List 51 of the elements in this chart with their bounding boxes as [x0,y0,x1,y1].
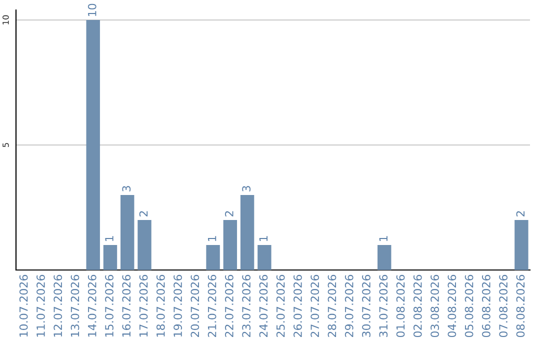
x-tick-label: 10.07.2026 [19,274,28,337]
data-label: 3 [122,186,131,192]
data-label: 10 [88,4,96,16]
x-tick-label: 15.07.2026 [105,274,114,337]
x-tick-label: 02.08.2026 [413,274,422,338]
bar [206,245,220,270]
x-tick-label: 22.07.2026 [224,274,234,337]
y-tick-label: 5 [2,143,9,148]
bar [378,245,392,270]
data-label: 3 [242,186,251,192]
data-label: 1 [105,236,114,241]
x-tick-label: 25.07.2026 [276,274,285,337]
x-tick-label: 07.08.2026 [499,274,508,338]
data-label: 2 [224,211,234,216]
x-tick-label: 12.07.2026 [54,274,62,337]
bar [120,195,134,270]
x-tick-label: 24.07.2026 [259,274,268,337]
x-tick-label: 06.08.2026 [482,274,490,338]
x-tick-label: 16.07.2026 [122,274,131,337]
x-tick-label: 26.07.2026 [294,274,302,337]
bar [240,195,254,270]
data-label: 1 [379,236,388,241]
x-tick-label: 05.08.2026 [464,274,474,338]
x-tick-label: 23.07.2026 [242,274,251,337]
x-tick-label: 17.07.2026 [139,274,148,337]
x-tick-label: 08.08.2026 [516,274,525,338]
x-tick-label: 21.07.2026 [208,274,216,337]
data-label: 2 [516,211,524,216]
x-tick-label: 29.07.2026 [344,274,354,337]
bar [138,220,152,270]
x-tick-label: 19.07.2026 [174,274,182,337]
x-tick-label: 27.07.2026 [310,274,320,337]
bar [103,245,118,270]
bar [223,220,238,270]
bar [514,220,528,270]
bar [86,20,100,270]
data-label: 1 [208,236,216,241]
x-tick-label: 01.08.2026 [396,274,405,338]
data-label: 1 [259,236,268,241]
bar [258,245,272,270]
x-tick-label: 20.07.2026 [190,274,200,337]
x-tick-label: 11.07.2026 [36,274,45,337]
x-tick-label: 04.08.2026 [448,274,456,338]
x-tick-label: 03.08.2026 [430,274,439,338]
x-tick-label: 28.07.2026 [328,274,336,337]
x-tick-label: 18.07.2026 [156,274,165,337]
x-tick-label: 14.07.2026 [88,274,96,337]
x-tick-label: 13.07.2026 [70,274,80,337]
x-tick-label: 31.07.2026 [379,274,388,337]
x-tick-label: 30.07.2026 [362,274,370,337]
data-label: 2 [139,211,148,216]
